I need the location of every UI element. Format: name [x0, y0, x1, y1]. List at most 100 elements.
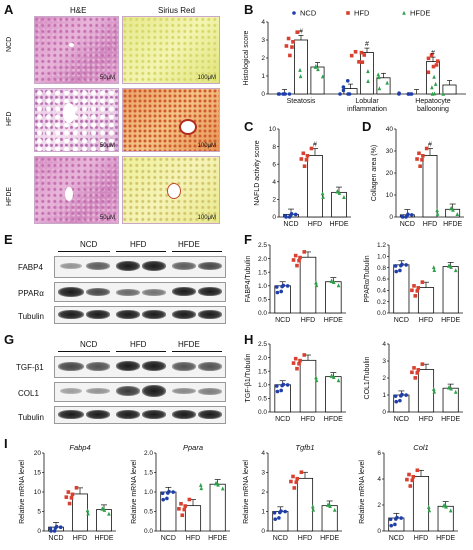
chart-c-data-point: [288, 213, 293, 218]
scale-bar-label: 100μM: [197, 215, 216, 221]
chart-f1-data-point: [297, 258, 301, 263]
panel-label-f: F: [244, 232, 252, 247]
band: [198, 262, 222, 270]
chart-b-data-point: [341, 85, 346, 89]
chart-b-data-point: [441, 91, 446, 96]
chart-h1-data-point: [298, 358, 302, 363]
scale-bar-label: 100μM: [197, 143, 216, 149]
chart-i2-data-point: [198, 482, 203, 487]
band: [198, 362, 222, 371]
chart-b-data-point: [277, 92, 282, 96]
chart-i3-data-point: [299, 470, 304, 475]
chart-f2-y-tick-label: 1.0: [377, 254, 386, 261]
chart-f2-data-point: [404, 263, 408, 267]
chart-i2-y-tick-label: 1.0: [144, 489, 153, 496]
chart-i2-data-point: [180, 513, 185, 518]
chart-i2-y-label: Relative mRNA level: [131, 460, 138, 524]
chart-b-data-point: [298, 74, 303, 79]
chart-b-data-point: [291, 40, 295, 44]
chart-h1-y-tick-label: 1.0: [258, 382, 267, 389]
chart-b-significance-mark: #: [431, 50, 435, 57]
chart-b-data-point: [357, 60, 361, 64]
band: [172, 287, 196, 296]
chart-i3-data-point: [272, 511, 277, 515]
chart-i1-bar: [72, 493, 88, 532]
chart-i1-y-tick-label: 0: [37, 528, 41, 535]
scale-bar-label: 50μM: [99, 215, 115, 221]
chart-c-data-point: [284, 215, 288, 219]
legend-marker-ncd: [292, 11, 296, 15]
chart-f1-x-tick-label: NCD: [275, 317, 290, 324]
chart-d-y-tick-label: 30: [386, 148, 394, 155]
chart-h2-data-point: [398, 398, 402, 403]
chart-c-significance-mark: #: [313, 142, 317, 149]
chart-i2-y-tick-label: 0.0: [144, 528, 153, 535]
chart-h1-bar: [299, 359, 317, 413]
chart-c-y-tick-label: 6: [272, 161, 276, 168]
chart-h2-y-tick-label: 0: [382, 409, 386, 416]
chart-i4-data-point: [441, 503, 446, 508]
blot-g-group-line: [172, 351, 222, 352]
blot-g-group-hfd: HFD: [130, 340, 147, 349]
chart-i1-data-point: [100, 506, 104, 511]
chart-b-data-point: [359, 50, 364, 55]
chart-b-data-point: [366, 69, 370, 74]
chart-i4-y-tick-label: 4: [377, 476, 381, 483]
chart-i1-data-point: [67, 501, 72, 506]
chart-d-y-tick-label: 20: [386, 170, 394, 177]
chart-i2-data-point: [177, 507, 181, 511]
chart-i2-y-tick-label: 1.5: [144, 470, 153, 477]
chart-b-data-point: [385, 80, 389, 85]
legend-label-ncd: NCD: [300, 9, 317, 18]
chart-c-y-tick-label: 2: [272, 197, 276, 204]
chart-f2-data-point: [416, 286, 421, 290]
chart-i3-data-point: [294, 480, 299, 485]
band: [198, 388, 222, 395]
band: [86, 310, 110, 319]
chart-i3-data-point: [310, 504, 315, 509]
chart-h1-x-tick-label: NCD: [275, 416, 290, 423]
chart-h1-y-label: TGF-β1/Tubulin: [245, 353, 252, 402]
chart-f2-data-point: [410, 288, 414, 293]
band: [116, 310, 140, 319]
chart-h1-data-point: [291, 361, 296, 365]
chart-h1-data-point: [336, 378, 341, 383]
chart-b-data-point: [341, 88, 346, 93]
band: [86, 410, 110, 419]
chart-c-y-label: NAFLD activity score: [254, 140, 261, 205]
vessel: [69, 43, 74, 47]
chart-h2-data-point: [431, 386, 436, 391]
chart-i2-data-point: [171, 490, 175, 494]
blot-g-strip-2: [54, 382, 226, 402]
chart-i1-data-point: [64, 495, 69, 499]
chart-f1-data-point: [302, 250, 307, 254]
chart-i1-data-point: [102, 507, 107, 512]
chart-i2-y-tick-label: 2.0: [144, 450, 153, 457]
chart-h1-data-point: [302, 353, 307, 357]
chart-b-bar: [293, 39, 308, 95]
band: [142, 289, 166, 296]
blot-e-group-hfde: HFDE: [178, 240, 200, 249]
chart-i3-y-tick-label: 0: [261, 528, 265, 535]
chart-h2-data-point: [453, 389, 458, 394]
chart-i4-data-point: [408, 484, 413, 488]
chart-i4-data-point: [415, 468, 420, 473]
chart-i2-x-tick-label: HFDE: [208, 535, 227, 542]
chart-i1-x-tick-label: NCD: [48, 535, 63, 542]
chart-i1-data-point: [85, 508, 90, 513]
chart-b-y-label: Histological score: [243, 30, 250, 85]
chart-c-x-tick-label: NCD: [283, 221, 298, 228]
chart-b-significance-mark: #: [365, 41, 369, 48]
blot-e-group-line: [172, 251, 222, 252]
chart-i3-data-point: [291, 474, 295, 479]
chart-i3-y-tick-label: 2: [261, 489, 265, 496]
band: [172, 362, 196, 371]
chart-h1-data-point: [279, 388, 283, 393]
chart-d-y-label: Collagen area (%): [371, 145, 378, 201]
band: [142, 261, 166, 271]
chart-i2-title: Ppara: [183, 443, 203, 452]
band: [58, 287, 84, 297]
panel-label-c: C: [244, 119, 254, 134]
panel-label-b: B: [244, 2, 254, 17]
chart-i3-data-point: [277, 516, 281, 520]
